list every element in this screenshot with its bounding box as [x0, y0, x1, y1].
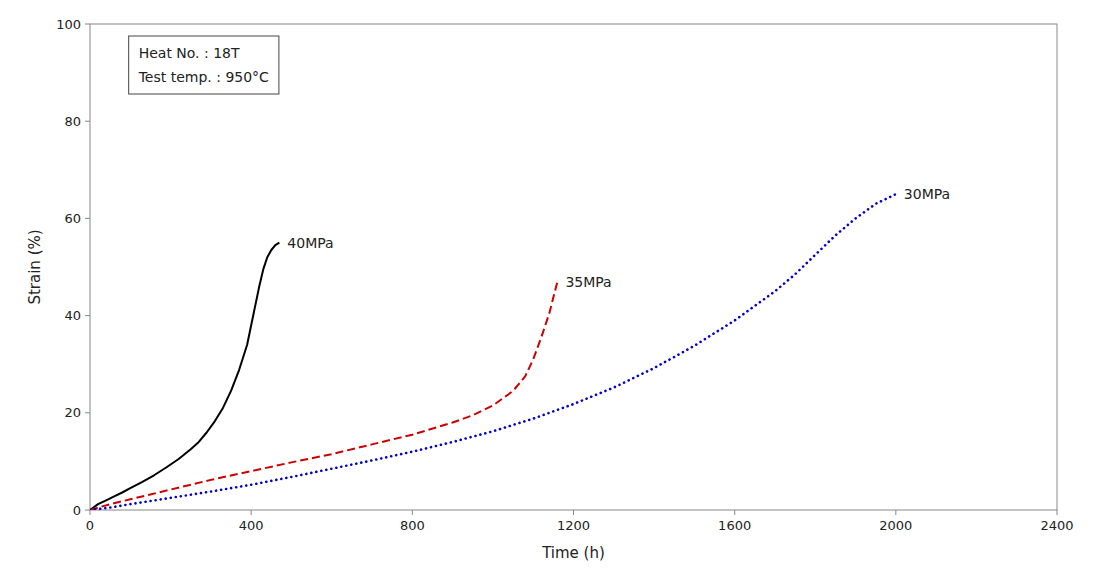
annotation: Heat No. : 18T — [139, 45, 240, 61]
x-tick-label: 1200 — [557, 518, 590, 533]
x-tick — [1057, 510, 1058, 515]
x-tick — [573, 510, 574, 515]
plot-frame — [90, 24, 1057, 510]
x-tick — [734, 510, 735, 515]
y-tick — [85, 510, 90, 511]
x-tick — [251, 510, 252, 515]
x-axis-label: Time (h) — [541, 544, 605, 562]
x-tick — [895, 510, 896, 515]
annotation: Test temp. : 950°C — [138, 69, 269, 85]
series-label: 30MPa — [904, 186, 950, 202]
annotation-box: Heat No. : 18T Test temp. : 950°C — [129, 36, 279, 94]
y-tick-label: 100 — [56, 17, 81, 32]
y-tick-label: 80 — [64, 114, 81, 129]
x-tick-label: 800 — [400, 518, 425, 533]
y-tick — [85, 412, 90, 413]
y-tick — [85, 218, 90, 219]
series-line — [90, 243, 279, 510]
x-tick — [90, 510, 91, 515]
x-tick-label: 0 — [86, 518, 94, 533]
y-tick-label: 60 — [64, 211, 81, 226]
y-tick — [85, 121, 90, 122]
series-label: 40MPa — [287, 235, 333, 251]
annotation-frame — [129, 36, 279, 94]
x-tick — [412, 510, 413, 515]
y-tick-label: 40 — [64, 308, 81, 323]
x-tick-label: 400 — [239, 518, 264, 533]
series-line — [90, 282, 557, 510]
y-tick-label: 0 — [73, 503, 81, 518]
series-line — [90, 194, 896, 510]
y-axis-label: Strain (%) — [26, 229, 44, 304]
chart-svg: 0 400 800 1200 1600 2000 2400 0 20 40 60 80 100 Time … — [0, 0, 1097, 576]
series-label: 35MPa — [565, 274, 611, 290]
plot-area — [90, 194, 896, 510]
x-tick-label: 2400 — [1040, 518, 1073, 533]
y-tick — [85, 315, 90, 316]
y-tick — [85, 24, 90, 25]
x-tick-label: 2000 — [879, 518, 912, 533]
x-tick-label: 1600 — [718, 518, 751, 533]
y-tick-label: 20 — [64, 405, 81, 420]
chart-container: 0 400 800 1200 1600 2000 2400 0 20 40 60 80 100 Time … — [0, 0, 1097, 576]
curve-labels: 40MPa 35MPa 30MPa — [287, 186, 950, 289]
